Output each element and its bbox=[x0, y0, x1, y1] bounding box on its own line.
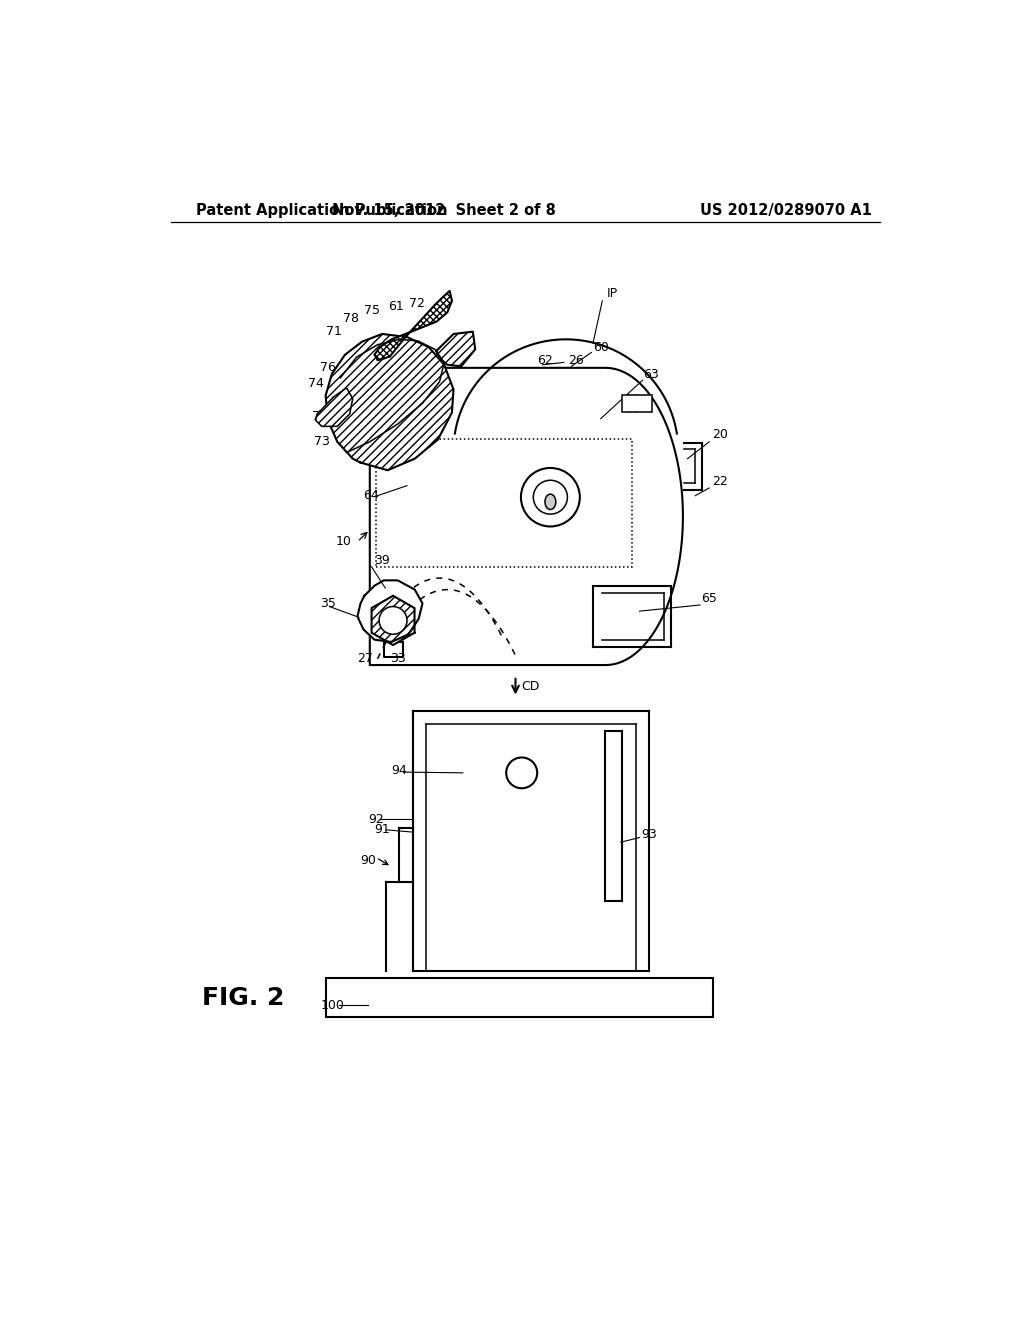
Text: 77: 77 bbox=[312, 409, 329, 422]
Text: 35: 35 bbox=[321, 597, 336, 610]
Text: CD: CD bbox=[521, 680, 540, 693]
Polygon shape bbox=[326, 334, 454, 470]
Text: 90: 90 bbox=[360, 854, 377, 867]
Bar bbox=[326, 978, 713, 1016]
Polygon shape bbox=[315, 388, 352, 426]
Text: 10: 10 bbox=[336, 536, 351, 548]
Text: Patent Application Publication: Patent Application Publication bbox=[197, 203, 447, 218]
Text: 63: 63 bbox=[643, 367, 659, 380]
Text: 72: 72 bbox=[409, 297, 424, 310]
Text: 73: 73 bbox=[314, 436, 330, 449]
Text: 78: 78 bbox=[343, 312, 359, 325]
Polygon shape bbox=[370, 368, 683, 665]
Bar bbox=[376, 440, 632, 566]
Circle shape bbox=[521, 469, 580, 527]
Text: 60: 60 bbox=[593, 341, 609, 354]
Text: 93: 93 bbox=[641, 828, 656, 841]
Text: 20: 20 bbox=[713, 428, 728, 441]
Text: 75: 75 bbox=[365, 305, 380, 317]
Text: 94: 94 bbox=[391, 764, 408, 777]
Text: 76: 76 bbox=[321, 362, 336, 375]
Ellipse shape bbox=[545, 494, 556, 510]
Text: 100: 100 bbox=[321, 999, 344, 1012]
Text: FIG. 2: FIG. 2 bbox=[202, 986, 284, 1010]
Circle shape bbox=[534, 480, 567, 515]
Text: 71: 71 bbox=[326, 325, 341, 338]
Text: 92: 92 bbox=[369, 813, 384, 825]
Text: 22: 22 bbox=[713, 475, 728, 488]
Polygon shape bbox=[375, 290, 452, 360]
Polygon shape bbox=[436, 331, 475, 367]
Circle shape bbox=[379, 607, 407, 635]
Bar bbox=[623, 395, 652, 412]
Polygon shape bbox=[372, 595, 415, 645]
Text: 26: 26 bbox=[568, 354, 584, 367]
Text: US 2012/0289070 A1: US 2012/0289070 A1 bbox=[700, 203, 871, 218]
Circle shape bbox=[506, 758, 538, 788]
Text: 33: 33 bbox=[390, 652, 406, 665]
Text: 27: 27 bbox=[357, 652, 374, 665]
Text: 39: 39 bbox=[375, 554, 390, 566]
Text: 65: 65 bbox=[701, 593, 718, 606]
Text: IP: IP bbox=[607, 286, 618, 300]
Text: 62: 62 bbox=[538, 354, 553, 367]
Text: 64: 64 bbox=[362, 490, 379, 502]
Text: Nov. 15, 2012  Sheet 2 of 8: Nov. 15, 2012 Sheet 2 of 8 bbox=[332, 203, 556, 218]
Text: 74: 74 bbox=[308, 376, 324, 389]
Text: 61: 61 bbox=[388, 300, 404, 313]
Text: 91: 91 bbox=[375, 824, 390, 837]
Polygon shape bbox=[357, 581, 423, 642]
